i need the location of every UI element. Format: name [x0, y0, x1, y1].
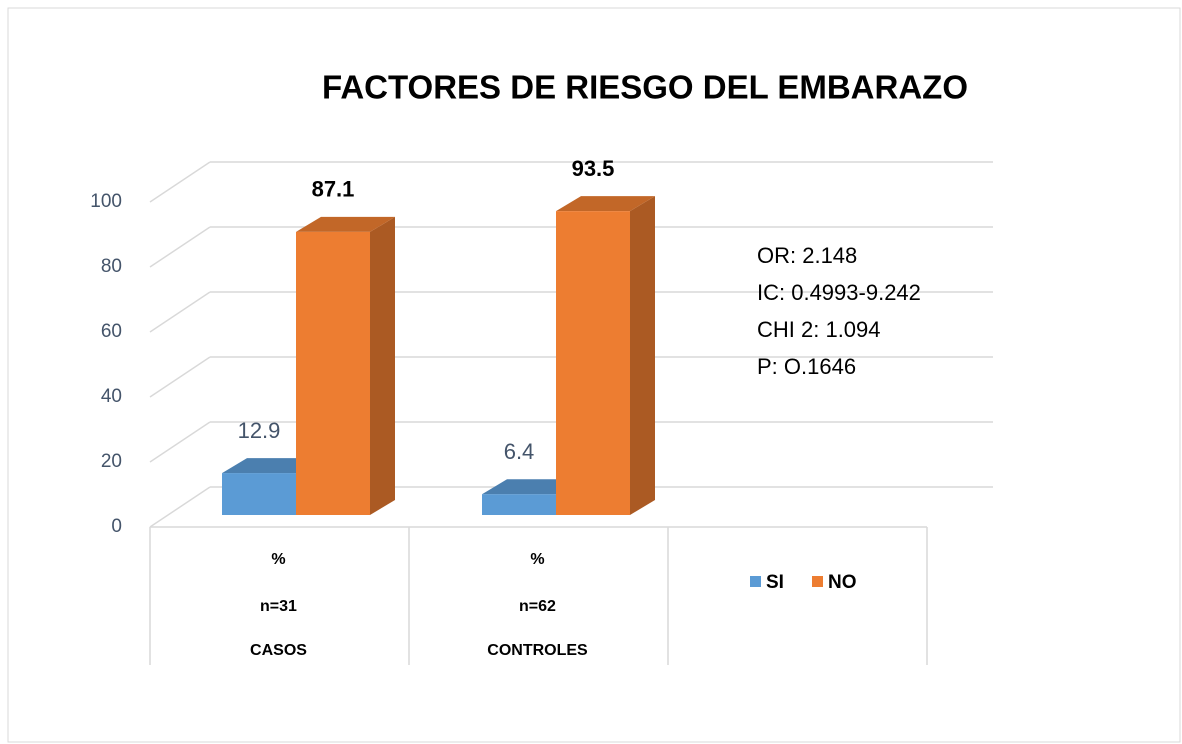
y-tick-label: 0	[111, 516, 122, 537]
annotation: OR: 2.148	[757, 243, 857, 268]
x-tick-label: CONTROLES	[487, 642, 588, 659]
x-tick-label: n=62	[519, 598, 556, 615]
data-label: 12.9	[238, 418, 281, 443]
bar	[296, 231, 370, 516]
annotation: IC: 0.4993-9.242	[757, 280, 921, 305]
data-label: 6.4	[504, 439, 535, 464]
grid-line	[149, 421, 211, 463]
grid-line	[149, 356, 211, 398]
bar-top	[556, 196, 655, 212]
annotation: P: O.1646	[757, 354, 856, 379]
data-label: 87.1	[312, 177, 355, 202]
grid-line	[149, 161, 211, 203]
bar	[556, 211, 630, 515]
legend-swatch	[812, 576, 823, 587]
x-tick-label: %	[530, 551, 544, 568]
y-tick-label: 80	[101, 256, 122, 277]
legend-label: NO	[828, 572, 857, 593]
grid-line	[149, 226, 211, 268]
y-tick-label: 60	[101, 321, 122, 342]
y-tick-label: 40	[101, 386, 122, 407]
bar-side	[630, 196, 655, 515]
x-tick-label: n=31	[260, 598, 297, 615]
bar	[222, 473, 296, 515]
legend-label: SI	[766, 572, 784, 593]
annotation: CHI 2: 1.094	[757, 317, 881, 342]
bar	[482, 494, 556, 515]
x-tick-label: CASOS	[250, 642, 307, 659]
grid-line	[149, 486, 211, 528]
x-tick-label: %	[271, 551, 285, 568]
data-label: 93.5	[572, 156, 615, 181]
legend-swatch	[750, 576, 761, 587]
chart-title: FACTORES DE RIESGO DEL EMBARAZO	[322, 69, 968, 106]
bar-side	[370, 216, 395, 516]
y-tick-label: 20	[101, 451, 122, 472]
bar-top	[296, 216, 395, 232]
y-tick-label: 100	[90, 191, 122, 212]
grid-line	[149, 291, 211, 333]
